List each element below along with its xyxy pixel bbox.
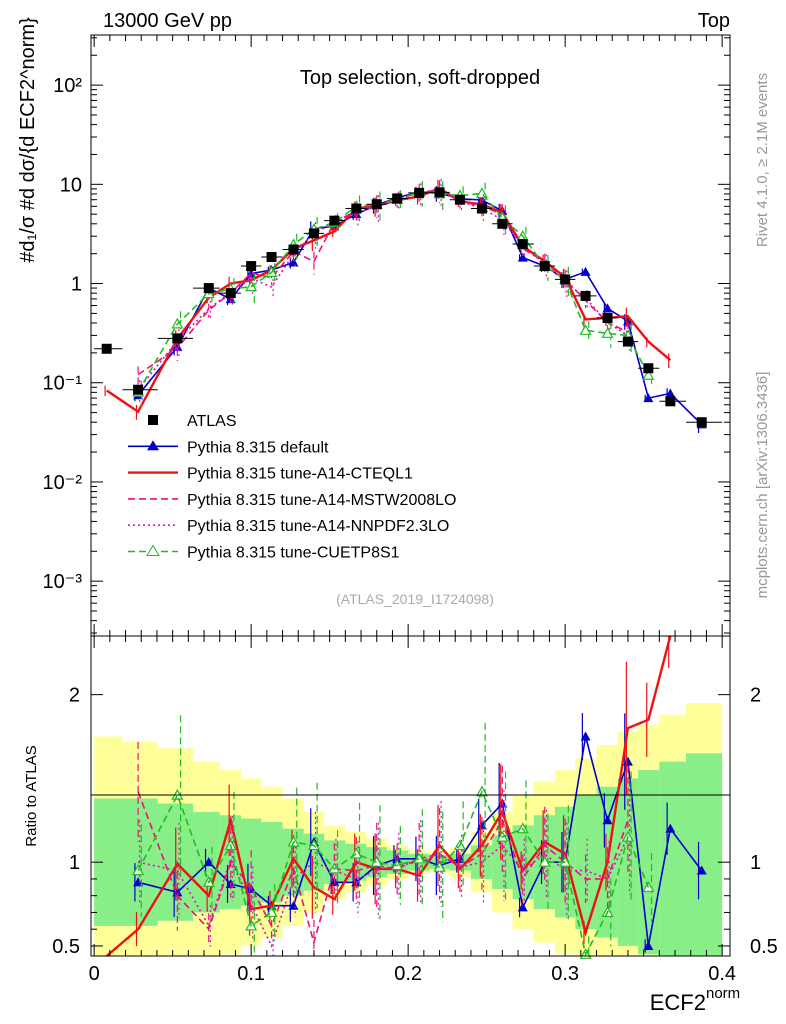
- atlas-point: [665, 396, 676, 407]
- legend-label-mstw: Pythia 8.315 tune-A14-MSTW2008LO: [187, 492, 456, 509]
- ratio-marker: [622, 756, 633, 766]
- analysis-id: (ATLAS_2019_I1724098): [336, 591, 494, 607]
- y-ratio-axis-label: Ratio to ATLAS: [23, 745, 40, 846]
- band-inner-bin: [686, 753, 723, 956]
- side-rivet-label: Rivet 4.1.0, ≥ 2.1M events: [754, 73, 771, 247]
- main-line: [137, 191, 703, 425]
- atlas-point: [580, 290, 591, 301]
- legend-label-cteql1: Pythia 8.315 tune-A14-CTEQL1: [187, 466, 413, 483]
- legend-marker-cuetp: [146, 544, 160, 556]
- process-label: Top: [698, 10, 730, 32]
- x-axis-label: ECF2: [650, 990, 706, 1015]
- atlas-point: [351, 203, 362, 214]
- legend-label-nnpdf: Pythia 8.315 tune-A14-NNPDF2.3LO: [187, 518, 449, 535]
- x-axis-label-sup: norm: [706, 985, 740, 1002]
- ratio-panel-frame: [90, 635, 731, 957]
- atlas-point: [329, 215, 340, 226]
- y-main-axis-label: #d₁/σ #d dσ/{d ECF2^norm}: [17, 17, 39, 263]
- atlas-point: [246, 261, 257, 272]
- atlas-point: [414, 187, 425, 198]
- x-tick-label: 0.3: [551, 963, 579, 985]
- atlas-point: [308, 228, 319, 239]
- atlas-point: [172, 333, 183, 344]
- uncertainty-bands: [94, 703, 723, 956]
- atlas-point: [476, 203, 487, 214]
- legend: ATLAS Pythia 8.315 default Pythia 8.315 tu…: [128, 413, 456, 562]
- y-main-tick-label: 10⁻¹: [43, 373, 83, 395]
- band-inner-bin: [659, 761, 687, 956]
- energy-label: 13000 GeV pp: [103, 10, 232, 32]
- atlas-point: [434, 187, 445, 198]
- side-mcplots-label: mcplots.cern.ch [arXiv:1306.3436]: [754, 372, 771, 599]
- legend-marker-default: [147, 440, 159, 451]
- x-tick-label: 0.2: [394, 963, 422, 985]
- main-line: [137, 191, 650, 393]
- atlas-point: [203, 283, 214, 294]
- y-main-tick-label: 1: [71, 274, 82, 296]
- atlas-point: [133, 384, 144, 395]
- legend-label-default: Pythia 8.315 default: [187, 439, 329, 456]
- y-main-tick-label: 10²: [53, 75, 82, 97]
- atlas-point: [622, 336, 633, 347]
- atlas-point: [101, 343, 112, 354]
- x-tick-label: 0.4: [708, 963, 736, 985]
- atlas-point: [288, 244, 299, 255]
- y-ratio-tick-label-right: 2: [750, 685, 761, 707]
- atlas-point: [454, 194, 465, 205]
- main-marker: [642, 369, 655, 380]
- atlas-point: [371, 199, 382, 210]
- y-ratio-tick-label-left: 0.5: [52, 936, 80, 958]
- ratio-line: [137, 791, 629, 946]
- atlas-data-layer: [94, 187, 723, 428]
- ratio-line: [105, 635, 672, 957]
- atlas-point: [602, 312, 613, 323]
- atlas-point: [266, 252, 277, 263]
- ratio-marker: [580, 731, 591, 741]
- ratio-line: [137, 789, 650, 957]
- y-ratio-tick-label-left: 2: [69, 685, 80, 707]
- legend-label-cuetp: Pythia 8.315 tune-CUETP8S1: [187, 545, 400, 562]
- band-inner-bin: [303, 833, 325, 891]
- atlas-point: [225, 288, 236, 299]
- axis-ticks: 0 0.1 0.2 0.3 0.4 10⁻³ 10⁻² 10⁻¹ 1 10 10² 0.5 0.5 1 1 2…: [43, 35, 778, 985]
- atlas-point: [696, 417, 707, 428]
- main-line: [137, 189, 629, 376]
- ratio-marker: [133, 877, 144, 887]
- y-ratio-tick-label-left: 1: [69, 852, 80, 874]
- atlas-point: [643, 363, 654, 374]
- band-inner-bin: [575, 795, 597, 930]
- panel-title: Top selection, soft-dropped: [300, 67, 540, 89]
- band-inner-bin: [638, 770, 660, 955]
- legend-label-atlas: ATLAS: [187, 413, 237, 430]
- x-tick-label: 0.1: [237, 963, 265, 985]
- y-ratio-tick-label-right: 0.5: [750, 936, 778, 958]
- atlas-point: [497, 218, 508, 229]
- atlas-point: [560, 274, 571, 285]
- ratio-marker: [538, 855, 551, 867]
- main-marker: [579, 324, 592, 335]
- y-main-tick-label: 10: [60, 174, 82, 196]
- y-main-tick-label: 10⁻³: [43, 571, 83, 593]
- band-inner-bin: [261, 821, 283, 903]
- band-inner-bin: [617, 778, 639, 946]
- atlas-point: [392, 193, 403, 204]
- legend-atlas-marker: [148, 415, 158, 425]
- x-tick-label: 0: [89, 963, 100, 985]
- y-main-tick-label: 10⁻²: [43, 472, 83, 494]
- band-inner-bin: [492, 835, 513, 889]
- main-marker: [475, 187, 488, 199]
- atlas-point: [539, 261, 550, 272]
- atlas-point: [517, 239, 528, 250]
- y-ratio-tick-label-right: 1: [750, 852, 761, 874]
